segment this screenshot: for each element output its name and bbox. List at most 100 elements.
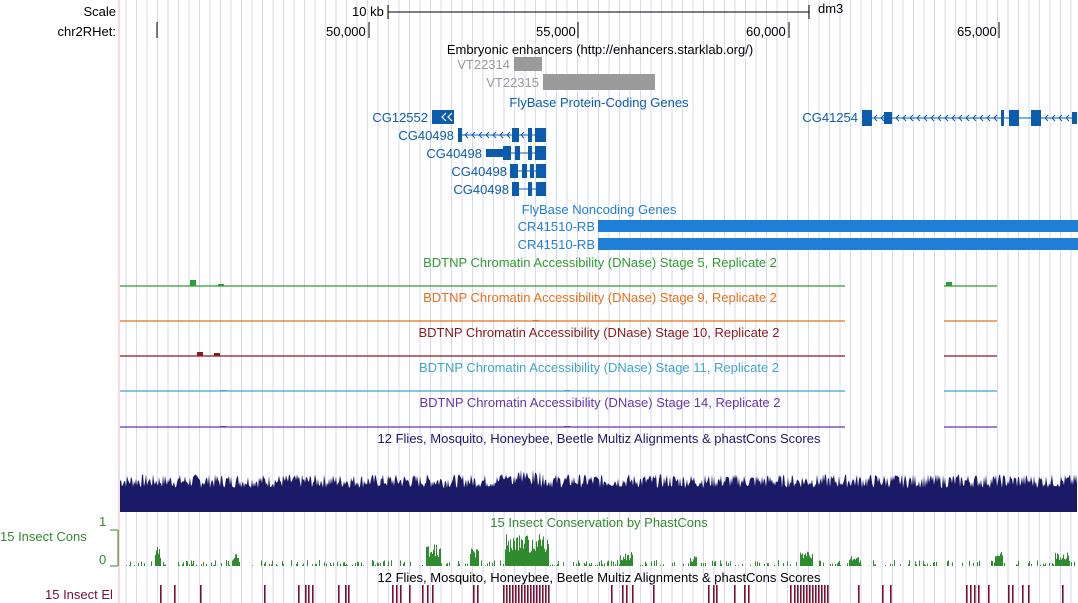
cons-bar bbox=[715, 561, 716, 566]
cons-bar bbox=[626, 560, 627, 566]
gene-label-cg40498[interactable]: CG40498 bbox=[451, 164, 507, 179]
cons-bar bbox=[787, 561, 788, 566]
gene-label-cr41510-rb[interactable]: CR41510-RB bbox=[517, 237, 595, 252]
cons-bar bbox=[811, 558, 812, 566]
gene-label-cg40498[interactable]: CG40498 bbox=[426, 146, 482, 161]
cons-bar bbox=[513, 538, 514, 566]
cons-bar bbox=[820, 560, 821, 566]
cons-bar bbox=[908, 564, 909, 566]
cons-bar bbox=[721, 563, 722, 566]
cons-bar bbox=[604, 563, 605, 566]
enhancer-label[interactable]: VT22314 bbox=[457, 57, 510, 72]
cons-bar bbox=[232, 560, 233, 566]
cons-bar bbox=[552, 564, 553, 566]
cons-bar bbox=[544, 548, 545, 566]
enhancer-label[interactable]: VT22315 bbox=[486, 75, 539, 90]
enhancer-features bbox=[514, 57, 655, 90]
cons-bar bbox=[530, 552, 531, 566]
cons-bar bbox=[475, 557, 476, 566]
scale-bar-text: 10 kb bbox=[352, 4, 384, 19]
cons-bar bbox=[1053, 564, 1054, 566]
cons-bar bbox=[525, 536, 526, 566]
cons-bar bbox=[627, 555, 628, 566]
conserved-element bbox=[988, 585, 990, 603]
cons-bar bbox=[449, 562, 450, 566]
conserved-element bbox=[806, 585, 808, 603]
scale-bar bbox=[387, 5, 810, 19]
side-label-insect-cons[interactable]: 15 Insect Cons bbox=[0, 529, 87, 544]
cons-bar bbox=[994, 562, 995, 566]
cons-bar bbox=[774, 564, 775, 566]
cons-bar bbox=[991, 560, 992, 566]
intron-arrow bbox=[1051, 114, 1056, 122]
conserved-element bbox=[890, 585, 892, 603]
conserved-element bbox=[794, 585, 796, 603]
gene-label-cr41510-rb[interactable]: CR41510-RB bbox=[517, 219, 595, 234]
gene-label-cg40498[interactable]: CG40498 bbox=[398, 128, 454, 143]
cons-bar bbox=[265, 562, 266, 566]
side-label-insect-el[interactable]: 15 Insect El bbox=[45, 587, 113, 602]
cons-bar bbox=[850, 558, 851, 566]
cons-bar bbox=[457, 565, 458, 566]
gene-label-cg12552[interactable]: CG12552 bbox=[372, 110, 428, 125]
cons-bar bbox=[141, 561, 142, 566]
cons-bar bbox=[1004, 562, 1005, 566]
cons-bar bbox=[541, 545, 542, 566]
cons-bar bbox=[380, 563, 381, 566]
gene-label-cg41254[interactable]: CG41254 bbox=[802, 110, 858, 125]
cons-bar bbox=[458, 561, 459, 566]
cons-bar bbox=[375, 564, 376, 566]
cons-bar bbox=[997, 555, 998, 566]
cons-bar bbox=[296, 563, 297, 566]
dnase-peak bbox=[533, 320, 539, 321]
cons-bar bbox=[927, 563, 928, 566]
cons-bar bbox=[847, 563, 848, 566]
cons-bar bbox=[691, 561, 692, 566]
conserved-element bbox=[518, 585, 520, 603]
cons-bar bbox=[235, 554, 236, 566]
cons-bar bbox=[563, 562, 564, 566]
insect-cons-signal bbox=[126, 534, 1075, 566]
intron-arrow bbox=[895, 114, 900, 122]
conserved-element bbox=[392, 585, 394, 603]
cons-bar bbox=[512, 550, 513, 566]
cons-bar bbox=[768, 563, 769, 566]
cons-bar bbox=[447, 563, 448, 566]
ruler-tick-label: 65,000 bbox=[957, 24, 997, 39]
intron-arrow bbox=[937, 114, 942, 122]
cons-bar bbox=[179, 565, 180, 566]
cons-bar bbox=[995, 556, 996, 566]
cons-bar bbox=[806, 556, 807, 566]
cons-bar bbox=[548, 544, 549, 566]
cons-bar bbox=[584, 563, 585, 566]
cons-bar bbox=[509, 551, 510, 566]
cons-bar bbox=[807, 551, 808, 566]
dnase-peak bbox=[214, 353, 220, 356]
cons-bar bbox=[163, 562, 164, 566]
cons-bar bbox=[861, 565, 862, 566]
cons-bar bbox=[803, 558, 804, 566]
cons-bar bbox=[632, 554, 633, 566]
track-title-dnase-stage14: BDTNP Chromatin Accessibility (DNase) St… bbox=[419, 395, 781, 410]
cons-bar bbox=[554, 565, 555, 566]
cons-bar bbox=[297, 562, 298, 566]
intron-arrow bbox=[986, 114, 991, 122]
cons-bar bbox=[660, 564, 661, 566]
cons-bar bbox=[663, 564, 664, 566]
cons-bar bbox=[550, 564, 551, 566]
gene-label-cg40498[interactable]: CG40498 bbox=[453, 182, 509, 197]
cons-bar bbox=[528, 539, 529, 566]
intron-arrow bbox=[492, 131, 497, 139]
conserved-element bbox=[527, 585, 529, 603]
cons-bar bbox=[252, 565, 253, 566]
cons-bar bbox=[485, 565, 486, 566]
conserved-element bbox=[506, 585, 508, 603]
cons-bar bbox=[690, 557, 691, 566]
cons-bar bbox=[526, 536, 527, 566]
cons-bar bbox=[347, 565, 348, 566]
cons-bar bbox=[557, 564, 558, 566]
cons-bar bbox=[516, 538, 517, 566]
cons-bar bbox=[1068, 555, 1069, 566]
